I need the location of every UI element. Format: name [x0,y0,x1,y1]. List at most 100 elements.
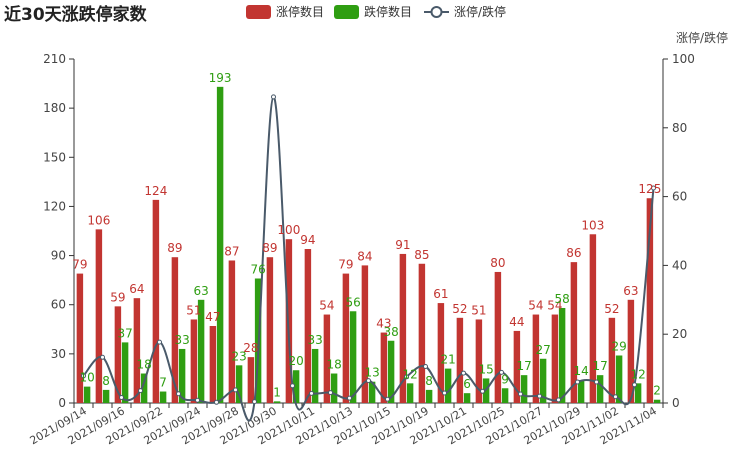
bar-limit-down [216,86,224,403]
data-label-limit-up: 89 [167,241,182,255]
data-label-limit-up: 51 [471,303,486,317]
bar-limit-up [342,273,350,403]
data-label-limit-down: 9 [501,372,509,386]
data-label-limit-up: 59 [110,290,125,304]
data-label-limit-up: 51 [186,303,201,317]
bar-limit-down [83,386,91,403]
ratio-point [233,387,238,393]
bar-limit-up [418,263,426,403]
y-right-tick-label: 100 [672,52,695,66]
bar-limit-up [133,298,141,403]
data-label-limit-down: 76 [250,263,265,277]
data-label-limit-up: 103 [581,218,604,232]
bar-limit-up [247,357,255,403]
bar-limit-up [228,260,236,403]
bar-limit-down [425,389,433,403]
y-left-tick-label: 90 [51,249,66,263]
ratio-point [556,397,561,403]
bar-limit-down [178,348,186,403]
bar-limit-down [558,307,566,403]
ratio-point [214,399,219,405]
ratio-point [100,354,105,360]
data-label-limit-down: 14 [573,364,588,378]
data-label-limit-up: 28 [243,341,258,355]
bar-limit-up [589,234,597,403]
ratio-point [575,379,580,385]
data-label-limit-down: 33 [307,333,322,347]
data-label-limit-up: 54 [547,299,562,313]
ratio-point [347,395,352,401]
ratio-point [518,391,523,397]
y-left-tick-label: 210 [43,52,66,66]
ratio-point [385,396,390,402]
data-label-limit-down: 58 [554,292,569,306]
bar-limit-up [95,229,103,403]
data-label-limit-down: 18 [136,358,151,372]
data-label-limit-up: 89 [262,241,277,255]
bar-limit-down [596,375,604,403]
data-label-limit-down: 21 [440,353,455,367]
ratio-point [81,373,86,379]
data-label-limit-up: 125 [638,182,661,196]
bar-limit-down [444,368,452,403]
legend-label: 涨停/跌停 [454,4,506,19]
bar-limit-down [634,383,642,403]
legend-label: 涨停数目 [276,4,324,19]
data-label-limit-up: 80 [490,256,505,270]
bar-limit-down [653,399,661,403]
data-label-limit-down: 29 [611,339,626,353]
y-left-tick-label: 30 [51,347,66,361]
data-label-limit-down: 33 [174,333,189,347]
ratio-point [537,393,542,399]
ratio-line [81,94,656,422]
bar-limit-up [570,262,578,403]
data-label-limit-down: 13 [364,366,379,380]
data-label-limit-down: 23 [231,349,246,363]
data-label-limit-up: 54 [319,299,334,313]
data-label-limit-down: 12 [630,367,645,381]
data-label-limit-up: 124 [144,184,167,198]
bar-limit-down [406,383,414,403]
bar-limit-down [159,391,167,403]
ratio-point [157,339,162,345]
data-label-limit-down: 17 [516,359,531,373]
data-label-limit-up: 61 [433,287,448,301]
bar-limit-down [615,355,623,403]
bar-limit-down [482,378,490,403]
bar-limit-down [330,373,338,403]
bar-limit-up [513,330,521,403]
ratio-point [328,390,333,396]
data-label-limit-down: 15 [478,362,493,376]
legend-swatch-marker [430,6,443,18]
ratio-point [309,390,314,396]
bar-limit-up [456,317,464,403]
data-label-limit-down: 8 [425,374,433,388]
ratio-point [119,394,124,400]
data-label-limit-down: 27 [535,343,550,357]
bar-limit-up [494,271,502,403]
y-right-tick-label: 40 [672,258,687,272]
legend: 涨停数目 跌停数目 涨停/跌停 [246,4,506,19]
data-label-limit-up: 47 [205,310,220,324]
bar-limit-down [102,389,110,403]
bar-limit-down [539,358,547,403]
bar-limit-up [646,198,654,403]
chart-title: 近30天涨跌停家数 [4,4,148,25]
ratio-point [461,370,466,376]
y-left-tick-label: 150 [43,150,66,164]
ratio-point [138,388,143,394]
bar-limit-up [532,314,540,403]
bar-limit-down [463,393,471,403]
bar-limit-up [361,265,369,403]
bar-limit-down [292,370,300,403]
data-label-limit-up: 84 [357,249,372,263]
data-label-limit-down: 2 [653,384,661,398]
ratio-point [442,390,447,396]
y-right-tick-label: 80 [672,121,687,135]
bar-limit-down [197,299,205,403]
bar-limit-down [368,381,376,403]
data-label-limit-up: 100 [277,223,300,237]
y-left-tick-label: 180 [43,101,66,115]
data-label-limit-down: 6 [463,377,471,391]
bar-limit-down [349,311,357,403]
